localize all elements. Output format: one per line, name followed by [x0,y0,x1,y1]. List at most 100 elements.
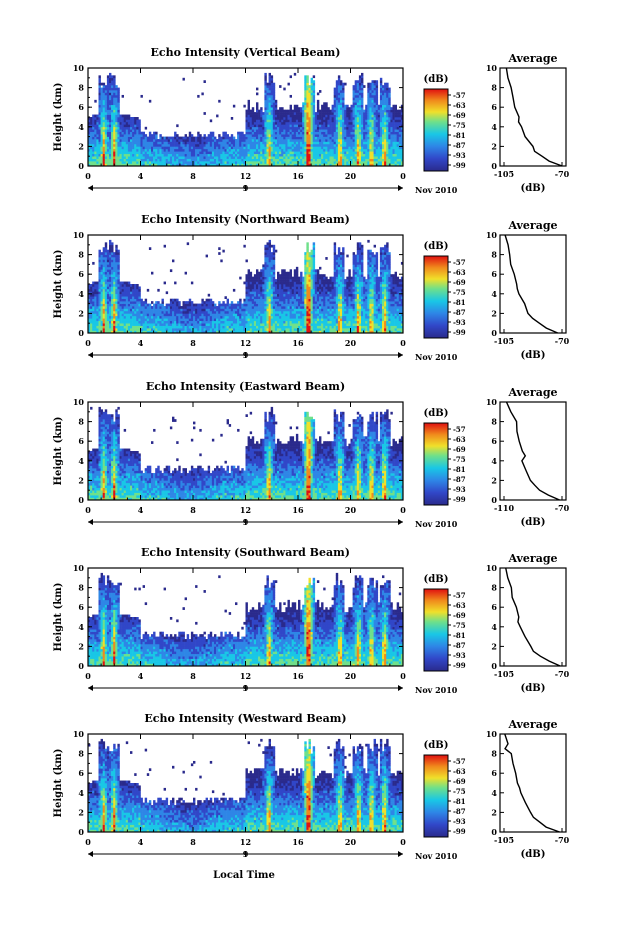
heatmap-cell [312,82,316,86]
heatmap-cell [295,139,299,142]
heatmap-cell [237,139,240,142]
heatmap-cell [239,323,242,326]
heatmap-cell [312,146,316,150]
heatmap-cell [136,163,139,167]
heatmap-cell [241,310,244,314]
heatmap-cell [111,124,114,128]
heatmap-cell [115,303,118,307]
heatmap-cell [304,80,307,83]
heatmap-cell [247,293,250,297]
heatmap-cell [106,90,110,93]
heatmap-cell [125,131,129,135]
heatmap-cell [329,121,332,125]
heatmap-cell [155,131,158,135]
heatmap-cell [203,141,206,145]
heatmap-cell [304,97,307,101]
heatmap-cell [98,158,101,162]
heatmap-cell [207,325,211,329]
heatmap-cell [92,124,95,128]
heatmap-cell [329,114,332,118]
heatmap-cell [186,242,190,246]
heatmap-cell [174,306,177,309]
heatmap-cell [354,129,358,132]
heatmap-cell [373,90,376,93]
heatmap-cell [333,139,337,142]
heatmap-cell [340,151,343,155]
heatmap-cell [356,97,360,101]
heatmap-cell [264,129,267,132]
heatmap-cell [209,119,213,123]
heatmap-cell [144,320,148,324]
heatmap-cell [190,156,194,159]
heatmap-cell [115,85,118,88]
heatmap-cell [264,146,267,150]
heatmap-cell [323,143,326,147]
heatmap-cell [214,313,217,317]
heatmap-cell [165,136,169,140]
heatmap-cell [283,87,286,91]
heatmap-cell [176,141,179,145]
heatmap-cell [161,303,164,307]
heatmap-cell [312,117,316,120]
heatmap-cell [117,87,120,91]
heatmap-cell [258,153,261,157]
heatmap-cell [253,148,257,152]
heatmap-cell [134,148,137,152]
heatmap-cell [256,151,259,155]
heatmap-cell [209,158,213,162]
heatmap-cell [304,126,307,130]
heatmap-cell [136,141,139,145]
heatmap-cell [260,146,263,150]
heatmap-cell [340,124,343,128]
heatmap-cell [310,109,313,113]
heatmap-cell [88,148,91,152]
heatmap-cell [90,158,93,162]
heatmap-cell [102,264,106,268]
heatmap-cell [92,161,95,164]
heatmap-cell [306,119,309,123]
heatmap-cell [98,99,101,103]
heatmap-cell [220,156,223,159]
heatmap-cell [335,161,339,164]
heatmap-cell [140,320,143,324]
heatmap-cell [304,146,307,150]
heatmap-cell [176,323,179,326]
heatmap-cell [384,104,387,108]
heatmap-cell [306,92,309,96]
heatmap-cell [197,143,200,147]
heatmap-cell [100,252,103,255]
heatmap-cell [268,85,271,88]
heatmap-cell [159,320,162,324]
heatmap-cell [182,77,185,81]
heatmap-cell [327,126,330,130]
heatmap-cell [197,318,200,322]
heatmap-cell [356,104,360,108]
heatmap-cell [148,99,152,103]
heatmap-cell [100,134,103,137]
heatmap-cell [323,117,326,120]
heatmap-cell [342,109,345,113]
heatmap-cell [98,151,101,155]
heatmap-cell [203,330,206,334]
heatmap-cell [98,261,101,265]
heatmap-cell [151,163,154,167]
heatmap-cell [279,129,282,132]
heatmap-cell [260,148,263,152]
heatmap-cell [241,141,244,145]
heatmap-cell [264,102,267,106]
heatmap-cell [354,97,358,101]
heatmap-cell [346,121,349,125]
heatmap-cell [195,143,198,147]
heatmap-cell [144,163,148,167]
heatmap-cell [123,124,127,128]
heatmap-cell [340,148,343,152]
heatmap-cell [268,114,271,118]
heatmap-cell [272,129,276,132]
heatmap-cell [180,146,183,150]
heatmap-cell [100,328,103,331]
heatmap-cell [88,306,91,309]
heatmap-cell [247,156,250,159]
heatmap-cell [130,310,133,314]
heatmap-cell [205,306,208,309]
heatmap-cell [123,303,127,307]
